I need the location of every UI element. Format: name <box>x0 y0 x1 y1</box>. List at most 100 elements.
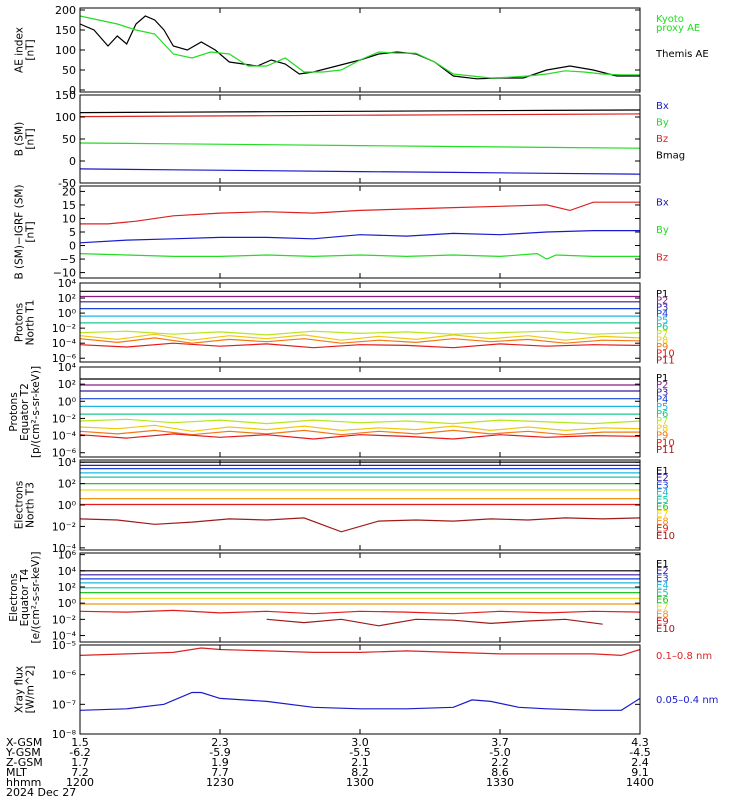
legend-entry: P4 <box>656 395 668 406</box>
x-row-label: MLT <box>6 766 27 779</box>
x-row-value: 7.2 <box>71 766 89 779</box>
y-tick-label: 15 <box>62 199 76 212</box>
y-axis-label: North T1 <box>25 300 37 346</box>
legend-entry: P7 <box>656 329 668 340</box>
y-axis-label: Protons <box>14 303 26 342</box>
legend-entry: E9 <box>656 524 669 535</box>
legend-entry: P11 <box>656 355 675 366</box>
legend-entry: E6 <box>656 502 669 513</box>
series-p9 <box>79 337 641 344</box>
legend-entry: P10 <box>656 349 675 360</box>
x-row-value: 3.0 <box>351 736 369 749</box>
y-axis-label: [nT] <box>25 39 37 60</box>
y-tick-label: 10² <box>58 378 76 391</box>
series-p10 <box>79 433 641 440</box>
legend-entry: E3 <box>656 480 669 491</box>
x-row-value: 2.3 <box>211 736 229 749</box>
legend-entry: Themis AE <box>655 49 709 60</box>
legend-entry: E5 <box>656 495 669 506</box>
y-tick-label: 0 <box>69 155 76 168</box>
y-tick-label: 10⁶ <box>58 549 77 562</box>
legend-entry: E10 <box>656 531 675 542</box>
series-bz <box>80 201 640 225</box>
legend-entry: E1 <box>656 559 669 570</box>
legend-entry: P3 <box>656 387 668 398</box>
legend-entry: P1 <box>656 289 668 300</box>
x-row-value: 2.4 <box>631 756 649 769</box>
legend-entry: P2 <box>656 296 668 307</box>
legend-entry: E3 <box>656 573 669 584</box>
series-p7 <box>79 330 641 336</box>
legend-entry: P6 <box>656 409 668 420</box>
panel-frame <box>79 7 641 93</box>
series-bx <box>79 230 640 244</box>
y-tick-label: 10⁴ <box>58 361 77 374</box>
legend-entry: P1 <box>656 373 668 384</box>
series-bx <box>79 168 641 175</box>
x-row-value: 1230 <box>206 776 234 789</box>
y-tick-label: 0 <box>69 84 76 97</box>
x-row-value: 7.7 <box>211 766 229 779</box>
y-axis-label: Electrons <box>14 481 26 530</box>
y-tick-label: 10⁻⁴ <box>52 337 77 350</box>
y-axis-label: Equator T4 <box>19 568 31 626</box>
legend-entry: Kyoto <box>656 14 684 25</box>
y-tick-label: -50 <box>58 177 76 190</box>
y-tick-label: 10⁻² <box>52 613 76 626</box>
legend-entry: By <box>656 118 669 129</box>
x-row-value: 2.1 <box>351 756 369 769</box>
series-e10 <box>79 517 641 533</box>
series-0-05-0-4-nm <box>79 691 641 711</box>
series-p8 <box>79 424 641 432</box>
legend-entry: P10 <box>656 438 675 449</box>
legend-entry: E2 <box>656 566 669 577</box>
series-by <box>79 142 641 149</box>
y-tick-label: 10⁻⁷ <box>52 698 76 711</box>
series-0-1-0-8-nm <box>79 647 641 657</box>
x-row-value: -5.0 <box>489 746 510 759</box>
x-row-value: 1330 <box>486 776 514 789</box>
x-row-value: -4.5 <box>629 746 650 759</box>
series-p9 <box>79 429 640 436</box>
y-tick-label: −10 <box>53 267 76 280</box>
x-row-value: 1.5 <box>71 736 89 749</box>
y-tick-label: 10⁰ <box>58 597 77 610</box>
x-row-value: -5.5 <box>349 746 370 759</box>
y-axis-label: [e/(cm²-s-sr-keV)] <box>30 552 42 644</box>
legend-entry: proxy AE <box>656 23 700 34</box>
y-tick-label: 100 <box>55 111 76 124</box>
y-axis-label: AE index <box>14 27 26 73</box>
legend-entry: P6 <box>656 322 668 333</box>
y-tick-label: 5 <box>69 226 76 239</box>
legend-entry: P3 <box>656 302 668 313</box>
y-tick-label: 10⁻⁴ <box>52 630 77 643</box>
y-tick-label: 10⁴ <box>58 277 77 290</box>
legend-entry: P7 <box>656 416 668 427</box>
series-p8 <box>79 333 641 341</box>
legend-entry: E4 <box>656 581 669 592</box>
y-axis-label: [nT] <box>25 128 37 149</box>
y-tick-label: 10⁰ <box>58 395 77 408</box>
x-row-value: -5.9 <box>209 746 230 759</box>
x-row-value: 4.3 <box>631 736 649 749</box>
y-tick-label: 10⁻⁵ <box>52 639 76 652</box>
y-tick-label: 10⁰ <box>58 499 77 512</box>
series-bz <box>79 113 641 118</box>
y-tick-label: 10⁻⁸ <box>52 728 77 741</box>
series-themis-ae <box>79 15 640 80</box>
y-axis-label: Protons <box>8 392 20 431</box>
y-tick-label: 10⁻² <box>52 412 76 425</box>
legend-entry: Bx <box>656 198 669 209</box>
legend-entry: E10 <box>656 624 675 635</box>
y-axis-label: Xray flux <box>14 666 26 713</box>
x-row-value: 9.1 <box>631 766 649 779</box>
legend-entry: P9 <box>656 431 668 442</box>
x-row-value: 8.6 <box>491 766 509 779</box>
legend-entry: P5 <box>656 316 668 327</box>
y-tick-label: 10⁻⁶ <box>52 352 77 365</box>
legend-entry: E8 <box>656 609 669 620</box>
panel-frame <box>79 552 641 643</box>
legend-entry: E5 <box>656 588 669 599</box>
legend-entry: E2 <box>656 473 669 484</box>
